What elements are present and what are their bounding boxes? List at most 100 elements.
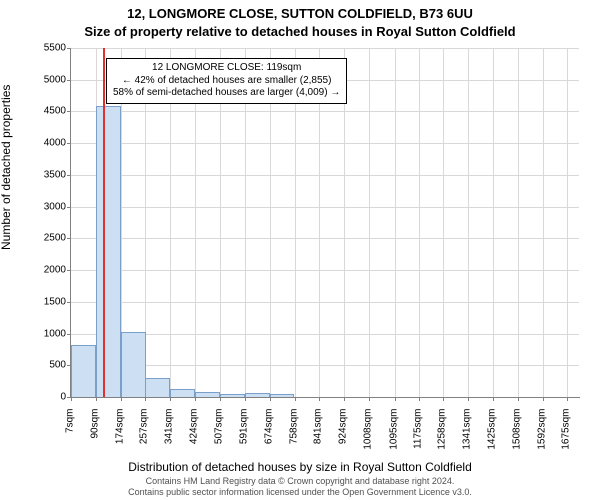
x-tick-mark: [220, 397, 221, 401]
y-tick-label: 1500: [26, 296, 66, 307]
x-tick-label: 674sqm: [263, 409, 274, 459]
y-tick-label: 2000: [26, 265, 66, 276]
y-tick-mark: [67, 111, 71, 112]
x-tick-label: 424sqm: [189, 409, 200, 459]
x-tick-label: 1008sqm: [362, 409, 373, 459]
y-axis-label: Number of detached properties: [0, 85, 13, 250]
footnote: Contains HM Land Registry data © Crown c…: [0, 476, 600, 498]
gridline-vertical: [518, 48, 519, 397]
gridline-vertical: [443, 48, 444, 397]
x-tick-mark: [395, 397, 396, 401]
chart-container: { "chart": { "type": "histogram", "title…: [0, 0, 600, 500]
histogram-bar: [170, 389, 195, 397]
x-tick-mark: [567, 397, 568, 401]
gridline-vertical: [419, 48, 420, 397]
x-tick-label: 1095sqm: [388, 409, 399, 459]
gridline-horizontal: [71, 143, 579, 144]
x-tick-mark: [295, 397, 296, 401]
x-tick-label: 758sqm: [288, 409, 299, 459]
gridline-horizontal: [71, 48, 579, 49]
histogram-bar: [245, 393, 270, 397]
y-tick-label: 4000: [26, 138, 66, 149]
x-tick-label: 1175sqm: [412, 409, 423, 459]
x-tick-label: 841sqm: [313, 409, 324, 459]
x-tick-label: 90sqm: [89, 409, 100, 459]
annotation-line2: ← 42% of detached houses are smaller (2,…: [113, 75, 340, 88]
chart-title-line2: Size of property relative to detached ho…: [0, 24, 600, 39]
gridline-horizontal: [71, 207, 579, 208]
x-tick-label: 1258sqm: [437, 409, 448, 459]
histogram-bar: [96, 106, 121, 397]
plot-area: 12 LONGMORE CLOSE: 119sqm← 42% of detach…: [70, 48, 580, 398]
y-tick-label: 500: [26, 360, 66, 371]
histogram-bar: [220, 394, 245, 397]
histogram-bar: [145, 378, 170, 397]
x-axis-label: Distribution of detached houses by size …: [0, 460, 600, 474]
gridline-vertical: [543, 48, 544, 397]
x-tick-mark: [96, 397, 97, 401]
x-tick-mark: [245, 397, 246, 401]
x-tick-label: 174sqm: [114, 409, 125, 459]
footnote-line2: Contains public sector information licen…: [128, 487, 472, 498]
y-tick-mark: [67, 48, 71, 49]
x-tick-mark: [419, 397, 420, 401]
y-tick-label: 1000: [26, 328, 66, 339]
footnote-line1: Contains HM Land Registry data © Crown c…: [146, 476, 455, 487]
y-tick-mark: [67, 207, 71, 208]
histogram-bar: [270, 394, 295, 397]
chart-title-line1: 12, LONGMORE CLOSE, SUTTON COLDFIELD, B7…: [0, 6, 600, 21]
gridline-horizontal: [71, 238, 579, 239]
gridline-horizontal: [71, 111, 579, 112]
y-tick-label: 3000: [26, 201, 66, 212]
gridline-horizontal: [71, 270, 579, 271]
x-tick-mark: [71, 397, 72, 401]
histogram-bar: [195, 392, 220, 397]
x-tick-label: 1592sqm: [536, 409, 547, 459]
x-tick-mark: [145, 397, 146, 401]
x-tick-label: 1341sqm: [462, 409, 473, 459]
x-tick-mark: [344, 397, 345, 401]
x-tick-mark: [543, 397, 544, 401]
x-tick-label: 1425sqm: [487, 409, 498, 459]
histogram-bar: [71, 345, 96, 397]
x-tick-mark: [319, 397, 320, 401]
y-tick-mark: [67, 143, 71, 144]
x-tick-mark: [170, 397, 171, 401]
x-tick-label: 507sqm: [213, 409, 224, 459]
histogram-bar: [121, 332, 146, 397]
y-tick-label: 2500: [26, 233, 66, 244]
x-tick-mark: [468, 397, 469, 401]
x-tick-label: 591sqm: [238, 409, 249, 459]
y-tick-mark: [67, 302, 71, 303]
x-tick-label: 924sqm: [337, 409, 348, 459]
gridline-vertical: [395, 48, 396, 397]
x-tick-label: 1508sqm: [511, 409, 522, 459]
y-tick-mark: [67, 270, 71, 271]
y-tick-mark: [67, 238, 71, 239]
x-tick-mark: [270, 397, 271, 401]
x-tick-mark: [518, 397, 519, 401]
x-tick-mark: [195, 397, 196, 401]
gridline-vertical: [468, 48, 469, 397]
gridline-horizontal: [71, 334, 579, 335]
gridline-horizontal: [71, 302, 579, 303]
y-tick-label: 5000: [26, 74, 66, 85]
x-tick-mark: [443, 397, 444, 401]
gridline-horizontal: [71, 365, 579, 366]
gridline-vertical: [369, 48, 370, 397]
x-tick-mark: [369, 397, 370, 401]
annotation-line3: 58% of semi-detached houses are larger (…: [113, 87, 340, 100]
gridline-horizontal: [71, 175, 579, 176]
x-tick-mark: [121, 397, 122, 401]
y-tick-label: 5500: [26, 43, 66, 54]
y-tick-mark: [67, 175, 71, 176]
y-tick-mark: [67, 80, 71, 81]
y-tick-label: 3500: [26, 169, 66, 180]
gridline-vertical: [493, 48, 494, 397]
gridline-vertical: [567, 48, 568, 397]
x-tick-mark: [493, 397, 494, 401]
y-tick-label: 0: [26, 392, 66, 403]
x-tick-label: 7sqm: [65, 409, 76, 459]
x-tick-label: 257sqm: [139, 409, 150, 459]
y-tick-label: 4500: [26, 106, 66, 117]
